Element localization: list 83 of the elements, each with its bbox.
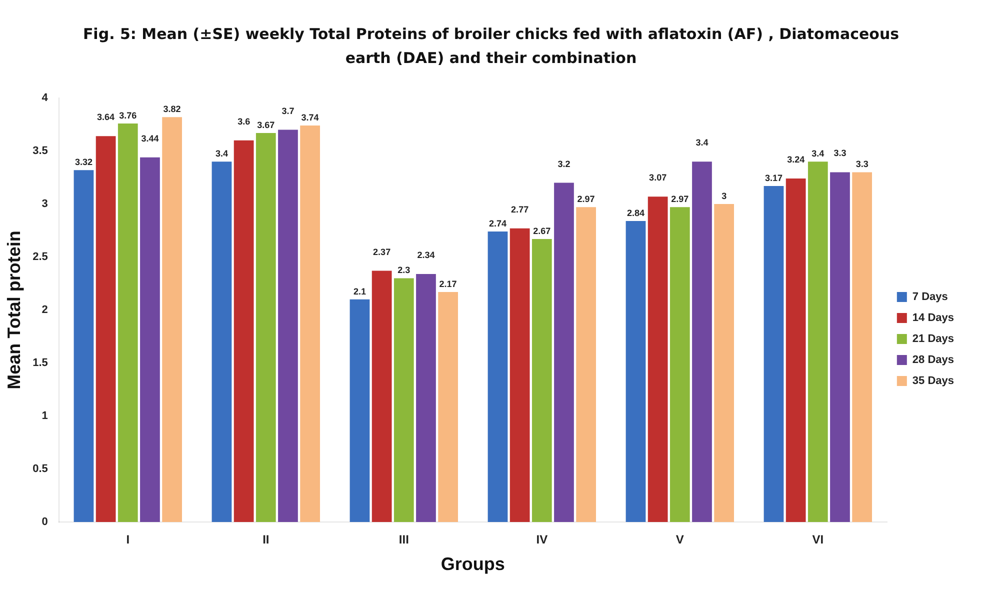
y-tick-label: 3 [42, 198, 48, 210]
data-label: 2.17 [439, 278, 457, 289]
y-tick-label: 2 [42, 304, 48, 316]
y-axis-title: Mean Total protein [4, 230, 24, 390]
data-label: 3.07 [649, 172, 667, 183]
data-label: 3.44 [141, 133, 159, 144]
bar [416, 274, 436, 522]
data-label: 3.76 [119, 110, 137, 120]
bar [74, 170, 94, 522]
data-label: 3 [722, 190, 727, 201]
legend-label: 28 Days [912, 354, 954, 366]
bar [830, 172, 850, 522]
bar [764, 186, 784, 522]
bar [96, 136, 116, 522]
data-label: 3.2 [558, 158, 570, 169]
bar [256, 132, 276, 522]
x-tick-label: I [126, 532, 130, 547]
legend-label: 7 Days [912, 291, 948, 304]
data-label: 2.77 [511, 204, 529, 214]
data-label: 3.64 [97, 112, 115, 122]
data-label: 3.32 [74, 157, 92, 168]
legend-label: 14 Days [912, 312, 954, 324]
bar [212, 162, 232, 522]
data-label: 3.4 [696, 138, 708, 148]
x-tick-label: V [676, 532, 684, 547]
data-label: 3.7 [282, 106, 294, 116]
x-axis-title: Groups [440, 554, 505, 574]
data-label: 2.3 [398, 265, 410, 276]
bar [692, 162, 712, 522]
bar [786, 178, 806, 522]
x-tick-label: III [398, 532, 409, 547]
bar [714, 204, 734, 522]
bar [438, 292, 458, 522]
data-label: 3.3 [834, 148, 846, 158]
data-label: 3.17 [764, 172, 783, 183]
bar [554, 182, 574, 522]
x-tick-label: II [262, 532, 270, 547]
y-tick-label: 0 [42, 516, 48, 528]
y-tick-label: 1.5 [32, 357, 48, 370]
y-tick-label: 3.5 [32, 145, 48, 158]
bar [350, 299, 370, 522]
legend-label: 21 Days [912, 333, 954, 346]
y-tick-label: 1 [42, 410, 48, 422]
data-label: 2.84 [626, 208, 645, 218]
bar [140, 157, 160, 522]
bar [576, 207, 596, 522]
bar [852, 172, 872, 522]
bar [648, 196, 668, 522]
y-tick-label: 2.5 [32, 251, 48, 264]
bar [372, 270, 392, 522]
data-label: 3.4 [215, 148, 228, 159]
data-label: 2.34 [417, 250, 435, 260]
bar [532, 238, 552, 522]
legend-label: 35 Days [912, 375, 954, 388]
data-label: 3.4 [812, 148, 824, 159]
bar [510, 228, 530, 522]
data-label: 3.3 [856, 159, 868, 170]
data-label: 3.74 [301, 112, 319, 123]
data-label: 2.37 [373, 246, 391, 257]
data-label: 2.67 [533, 226, 551, 236]
y-tick-label: 0.5 [32, 463, 48, 476]
data-label: 2.1 [353, 286, 366, 296]
bar [670, 207, 690, 522]
data-label: 3.6 [238, 116, 250, 126]
data-label: 3.82 [163, 104, 181, 114]
chart-title: Fig. 5: Mean (±SE) weekly Total Proteins of broiler chicks fed with aflatoxin (AF) , Diatomaceous earth (DAE) and their combination [82, 24, 900, 69]
bar [118, 123, 138, 522]
y-tick-label: 4 [42, 92, 49, 104]
data-label: 3.24 [787, 154, 805, 165]
x-tick-label: VI [812, 532, 824, 547]
data-label: 3.67 [257, 120, 275, 130]
bar [626, 220, 646, 522]
data-label: 2.97 [671, 194, 689, 204]
bar [808, 162, 828, 522]
bar [278, 130, 298, 522]
data-label: 2.74 [488, 218, 507, 229]
data-label: 2.97 [577, 194, 595, 204]
bar [234, 140, 254, 522]
bar [300, 126, 320, 522]
x-tick-label: IV [536, 532, 548, 547]
bar [394, 278, 414, 522]
bar [162, 117, 182, 522]
bar [488, 232, 508, 522]
